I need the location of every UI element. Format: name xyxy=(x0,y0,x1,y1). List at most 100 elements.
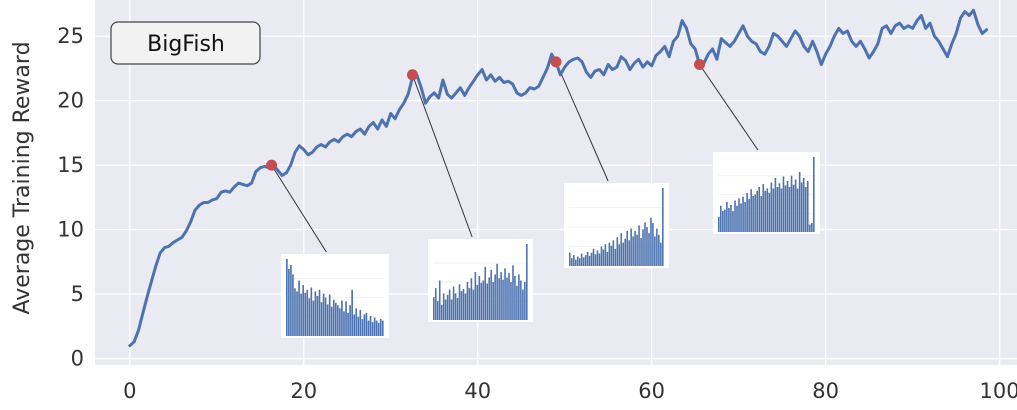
highlight-marker xyxy=(694,58,706,70)
inset-bar xyxy=(490,269,492,320)
inset-bar xyxy=(756,190,759,232)
inset-bar xyxy=(768,193,771,232)
inset-bar xyxy=(314,291,317,336)
inset-bar xyxy=(578,258,581,266)
histogram-insets xyxy=(271,61,820,338)
inset-bar xyxy=(648,233,650,266)
inset-bar xyxy=(294,288,296,336)
x-tick-label: 100 xyxy=(980,379,1017,403)
histogram-inset xyxy=(713,152,820,234)
inset-bar xyxy=(790,175,793,232)
inset-bar xyxy=(802,178,805,232)
inset-bar xyxy=(371,322,374,336)
inset-bar xyxy=(658,234,660,266)
inset-bar xyxy=(448,289,451,320)
inset-bar xyxy=(638,225,640,266)
x-tick-label: 20 xyxy=(290,379,317,403)
connector-line xyxy=(412,74,473,238)
inset-bar xyxy=(770,182,773,232)
inset-bar xyxy=(326,304,329,336)
inset-bar xyxy=(774,178,777,232)
inset-bar xyxy=(492,282,494,320)
inset-bar xyxy=(730,205,732,232)
inset-bar xyxy=(748,199,750,232)
inset-bar xyxy=(742,196,744,232)
inset-bar xyxy=(472,289,475,320)
inset-bar xyxy=(724,209,726,232)
inset-bar xyxy=(433,297,435,320)
inset-bar xyxy=(794,179,797,232)
inset-bar xyxy=(375,320,378,336)
y-tick-label: 5 xyxy=(71,282,84,306)
inset-bar xyxy=(780,188,783,232)
inset-bar xyxy=(502,279,504,320)
inset-bar xyxy=(569,252,571,266)
inset-bar xyxy=(736,205,738,232)
inset-bar xyxy=(478,275,481,320)
inset-bar xyxy=(610,245,613,266)
inset-bar xyxy=(632,236,634,266)
inset-bar xyxy=(466,282,469,320)
inset-bar xyxy=(498,278,500,320)
inset-bar xyxy=(496,263,498,320)
inset-bar xyxy=(324,297,327,336)
inset-bar xyxy=(642,229,644,266)
inset-bar xyxy=(349,305,351,336)
y-tick-label: 20 xyxy=(57,89,84,113)
inset-bar xyxy=(290,265,292,336)
histogram-inset xyxy=(564,183,669,268)
inset-bar xyxy=(381,320,384,336)
inset-bar xyxy=(518,274,520,320)
inset-bar xyxy=(474,272,477,320)
inset-bar xyxy=(588,255,591,266)
inset-bar xyxy=(322,293,325,336)
connector-line xyxy=(555,61,609,182)
inset-bar xyxy=(361,319,364,336)
inset-bar xyxy=(788,187,791,232)
inset-bar xyxy=(480,282,483,320)
highlight-marker xyxy=(550,56,562,68)
inset-bar xyxy=(616,237,619,266)
annotation-badge-box xyxy=(110,21,261,65)
highlight-marker xyxy=(266,159,278,171)
annotation-badge-label: BigFish xyxy=(147,32,225,57)
inset-bar xyxy=(618,244,621,266)
inset-bar xyxy=(341,300,343,336)
inset-bar xyxy=(718,217,720,232)
inset-bar xyxy=(363,314,366,336)
inset-bar xyxy=(746,193,748,232)
inset-bar xyxy=(604,244,607,266)
y-axis-label: Average Training Reward xyxy=(10,41,35,314)
x-tick-label: 60 xyxy=(638,379,665,403)
inset-bar xyxy=(335,302,337,336)
inset-bar xyxy=(320,302,323,336)
inset-bar xyxy=(512,265,514,320)
inset-bar xyxy=(310,287,313,336)
inset-bar xyxy=(646,227,648,266)
inset-bar xyxy=(476,285,479,320)
inset-bar xyxy=(456,297,459,320)
inset-bar xyxy=(436,301,439,320)
grid xyxy=(95,0,1017,365)
inset-bar xyxy=(644,222,646,266)
inset-bar xyxy=(337,305,339,336)
markers xyxy=(266,56,706,171)
inset-bar xyxy=(444,299,447,320)
inset-bar xyxy=(339,308,341,336)
inset-bar xyxy=(614,248,617,266)
inset-bar xyxy=(288,269,290,336)
inset-bar xyxy=(758,187,761,232)
inset-bar xyxy=(572,255,575,266)
inset-bar xyxy=(620,233,623,266)
y-tick-label: 10 xyxy=(57,218,84,242)
inset-bar xyxy=(304,292,307,336)
inset-bar xyxy=(612,240,615,266)
inset-bar xyxy=(357,316,360,336)
inset-bar xyxy=(602,249,605,266)
inset-bar xyxy=(630,228,632,266)
inset-bar xyxy=(728,208,730,232)
inset-bar xyxy=(462,288,465,320)
inset-bar xyxy=(379,319,382,336)
histogram-inset xyxy=(281,254,389,338)
inset-bar xyxy=(596,250,599,266)
